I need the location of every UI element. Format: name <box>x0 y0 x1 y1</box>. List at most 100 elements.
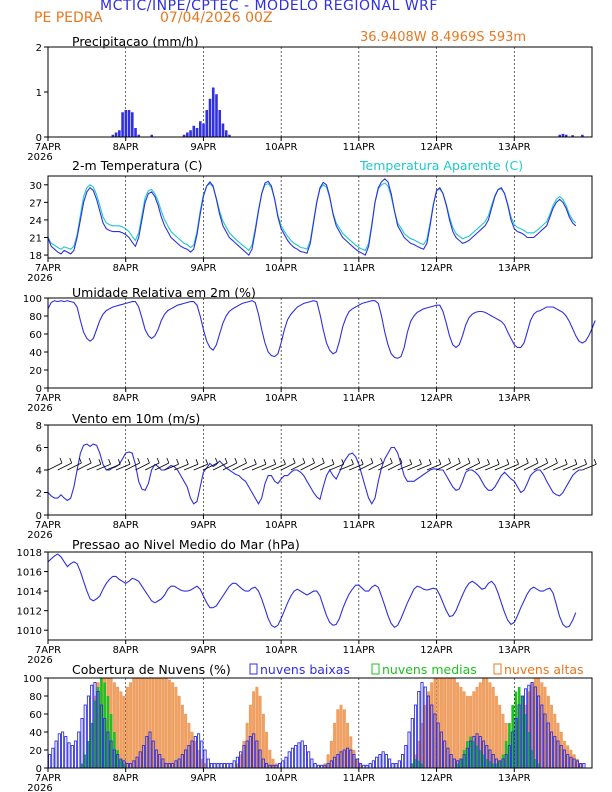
wind-barb-tick <box>263 459 267 465</box>
x-tick-label: 12APR <box>420 645 453 656</box>
wind-barb-tick <box>321 457 325 464</box>
cloud-high-bar <box>171 682 175 769</box>
wind-barb <box>310 462 325 471</box>
cloud-mid-bar <box>517 687 521 768</box>
wind-barb <box>115 463 131 471</box>
legend-low-clouds: nuvens baixas <box>260 662 350 677</box>
cloud-low-bar <box>209 763 214 769</box>
cloud-mid-bar <box>414 759 417 768</box>
cloud-low-bar <box>287 751 291 769</box>
y-tick-label: 60 <box>29 710 42 721</box>
legend-mid-clouds-swatch <box>371 663 380 675</box>
panel-title: Cobertura de Nuvens (%) <box>72 662 231 677</box>
cloud-low-bar <box>303 745 307 769</box>
wind-barb <box>174 463 189 471</box>
wind-barb-tick <box>127 459 131 465</box>
x-tick-label: 9APR <box>190 520 216 531</box>
cloud-mid-bar <box>116 750 119 768</box>
wind-barb <box>212 462 228 471</box>
cloud-low-bar <box>384 754 388 769</box>
precip-bar <box>211 87 215 137</box>
x-tick-label: 10APR <box>265 520 298 531</box>
wind-barb <box>484 463 500 471</box>
cloud-mid-bar <box>420 763 424 768</box>
cloud-low-bar <box>290 747 295 769</box>
cloud-high-bar <box>174 686 178 769</box>
wind-barb <box>47 462 63 471</box>
legend-high-clouds: nuvens altas <box>504 662 584 677</box>
precip-bar <box>198 121 202 137</box>
wind-barb <box>543 462 558 471</box>
precip-bar <box>561 133 565 137</box>
y-tick-label: 0 <box>36 133 42 144</box>
wind-barb <box>446 462 461 471</box>
cloud-mid-bar <box>511 705 514 768</box>
y-tick-label: 30 <box>29 181 42 192</box>
x-tick-label: 9APR <box>190 645 216 656</box>
precip-bar <box>186 132 189 137</box>
precip-bar <box>218 110 222 137</box>
wind-barb <box>552 463 568 471</box>
precip-bar <box>215 94 218 137</box>
cloud-high-bar <box>161 677 165 769</box>
precip-bar <box>564 134 568 137</box>
wind-barb-tick <box>477 457 481 464</box>
x-year-label: 2026 <box>27 783 52 792</box>
cloud-low-bar <box>375 756 379 769</box>
cloud-low-bar <box>297 742 301 769</box>
cloud-high-bar <box>265 731 269 769</box>
precip-bar <box>111 134 115 137</box>
cloud-low-bar <box>70 745 74 769</box>
cloud-mid-bar <box>495 763 498 768</box>
cloud-low-bar <box>582 763 586 769</box>
x-tick-label: 8APR <box>113 645 139 656</box>
panel-1 <box>44 175 593 262</box>
precip-bar <box>221 123 225 137</box>
precip-bar <box>130 112 134 137</box>
wind-barb <box>251 463 267 471</box>
wind-barb-tick <box>215 457 218 464</box>
precip-bar <box>124 110 128 137</box>
wind-barb-tick <box>496 459 500 465</box>
wind-barb-tick <box>185 459 189 465</box>
cloud-mid-bar <box>90 723 94 768</box>
precip-bar <box>228 134 231 137</box>
precip-bar <box>205 110 209 137</box>
cloud-low-bar <box>394 763 398 769</box>
panel-title: Precipitacao (mm/h) <box>72 34 199 49</box>
wind-barb-tick <box>448 457 451 464</box>
y-tick-label: 6 <box>36 444 42 455</box>
cloud-low-bar <box>410 718 414 769</box>
header-location: PE PEDRA <box>34 10 103 26</box>
wind-barb-tick <box>147 457 150 464</box>
x-tick-label: 8APR <box>113 263 139 274</box>
panel-2 <box>44 297 596 392</box>
precip-bar <box>224 130 228 137</box>
wind-barb <box>76 462 92 471</box>
x-tick-label: 10APR <box>265 773 298 784</box>
wind-barb-tick <box>331 459 335 465</box>
precip-bar <box>118 130 121 137</box>
panel-frame <box>47 175 593 259</box>
wind-barb <box>96 463 111 471</box>
wind-barb-tick <box>205 459 209 465</box>
cloud-low-bar <box>206 758 210 769</box>
wind-barb-tick <box>302 457 306 464</box>
x-tick-label: 7APR <box>35 645 61 656</box>
wind-barb <box>358 462 374 471</box>
cloud-mid-bar <box>80 763 84 768</box>
wind-barb-tick <box>545 457 549 464</box>
cloud-high-bar <box>177 695 181 769</box>
cloud-mid-bar <box>491 763 495 768</box>
precip-bar <box>114 132 118 137</box>
cloud-low-bar <box>54 740 58 769</box>
wind-barb-tick <box>380 457 383 464</box>
cloud-low-bar <box>57 733 61 769</box>
wind-barb <box>436 462 451 471</box>
cloud-mid-bar <box>534 759 537 768</box>
precip-bar <box>134 128 137 137</box>
wind-barb <box>193 463 208 471</box>
x-tick-label: 10APR <box>265 142 298 153</box>
wind-barb-tick <box>69 457 73 464</box>
wind-barb-tick <box>438 459 442 465</box>
